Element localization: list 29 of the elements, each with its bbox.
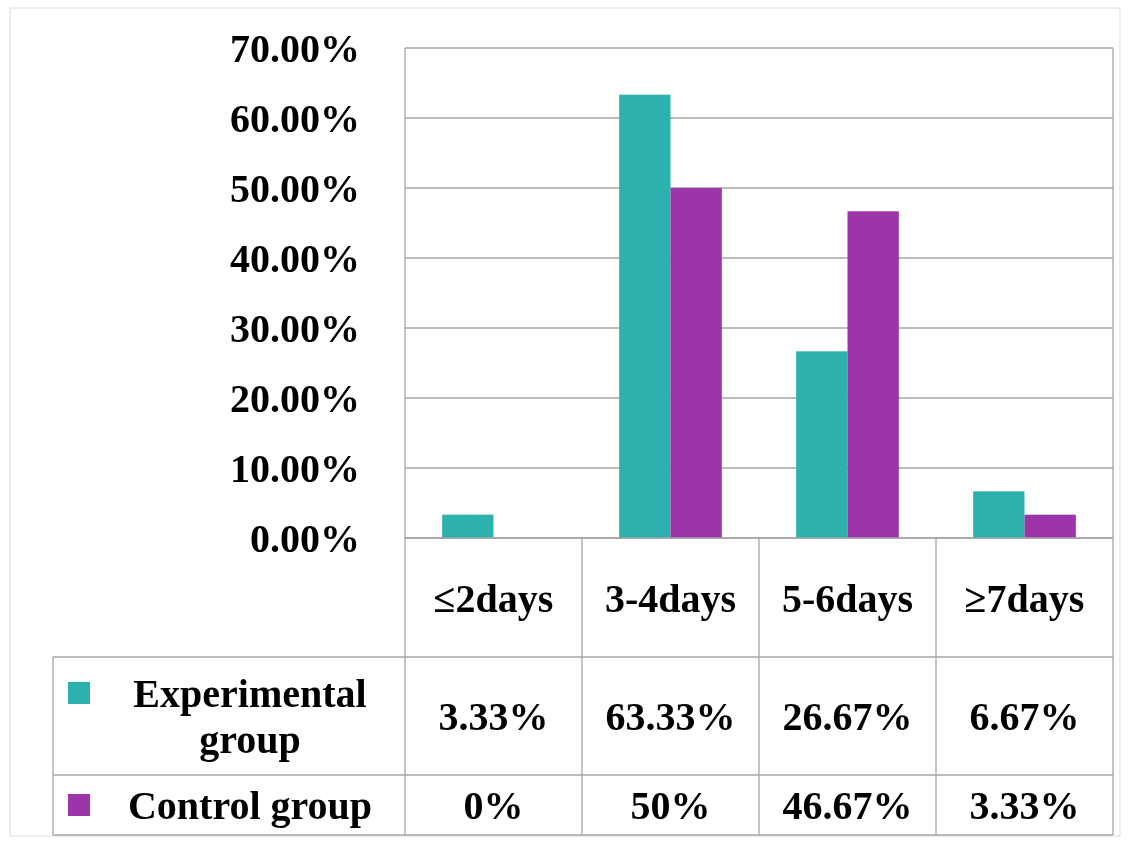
data-label: 26.67% xyxy=(782,693,913,739)
y-tick-label: 30.00% xyxy=(230,305,360,351)
y-tick-label: 20.00% xyxy=(230,375,360,421)
data-label: 0% xyxy=(463,782,524,828)
bar xyxy=(796,351,848,538)
bar xyxy=(847,211,899,538)
x-tick-label: ≤2days xyxy=(433,575,554,620)
y-tick-label: 40.00% xyxy=(230,235,360,281)
bar xyxy=(442,514,494,538)
data-label: 6.67% xyxy=(969,693,1080,739)
bar xyxy=(973,491,1025,538)
data-label: 46.67% xyxy=(782,782,913,828)
y-tick-label: 0.00% xyxy=(250,515,360,561)
y-tick-label: 60.00% xyxy=(230,95,360,141)
x-tick-label: ≥7days xyxy=(964,575,1085,620)
data-label: 50% xyxy=(630,782,711,828)
y-tick-label: 70.00% xyxy=(230,25,360,71)
x-tick-label: 5-6days xyxy=(781,575,914,620)
bar xyxy=(670,188,722,538)
y-tick-label: 50.00% xyxy=(230,165,360,211)
y-tick-label: 10.00% xyxy=(230,445,360,491)
legend-label: Experimental group xyxy=(133,670,367,762)
data-label: 3.33% xyxy=(969,782,1080,828)
legend-label: Control group xyxy=(127,782,373,828)
bar xyxy=(619,94,671,538)
bar xyxy=(1024,514,1076,538)
x-tick-label: 3-4days xyxy=(604,575,737,620)
data-label: 3.33% xyxy=(438,693,549,739)
data-label: 63.33% xyxy=(605,693,736,739)
